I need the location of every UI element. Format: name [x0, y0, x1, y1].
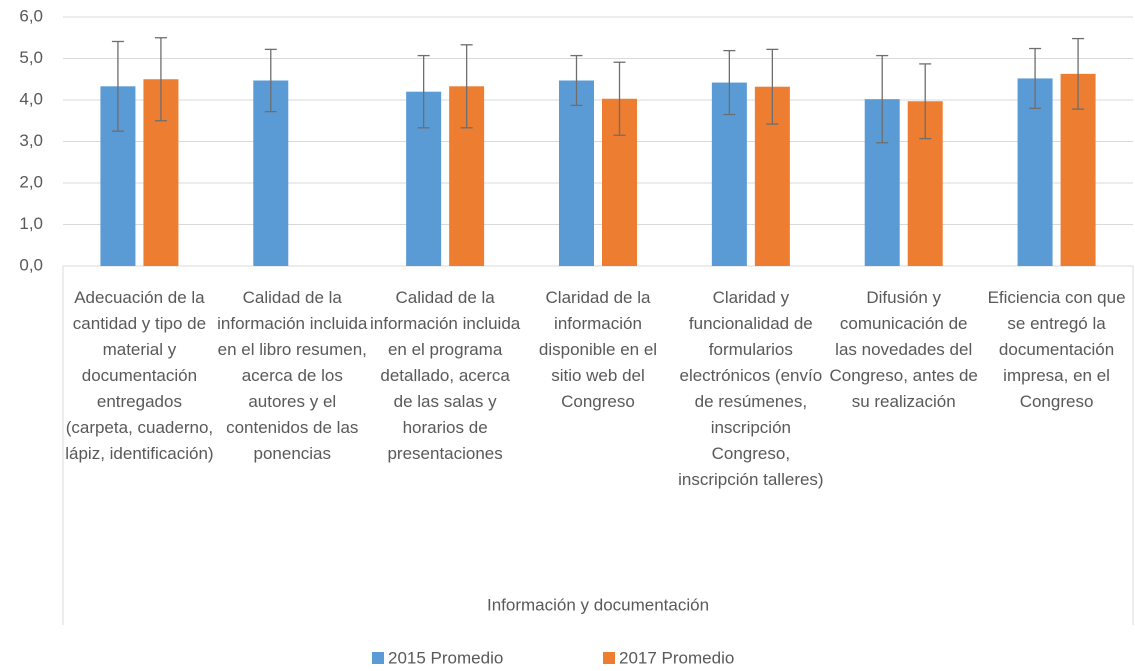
legend-label: 2017 Promedio: [619, 648, 734, 667]
legend-label: 2015 Promedio: [388, 648, 503, 667]
error-bar: [111, 40, 124, 132]
x-tick-label: Difusión y comunicación de las novedades…: [829, 288, 978, 411]
error-bar: [264, 48, 277, 113]
x-tick-label: Adecuación de la cantidad y tipo de mate…: [65, 288, 214, 463]
error-bar: [919, 63, 932, 140]
bar: [559, 80, 594, 267]
error-bar: [460, 44, 473, 129]
bar: [1017, 78, 1053, 266]
legend-swatch: [603, 652, 615, 664]
y-tick-label: 1,0: [19, 214, 43, 233]
error-bar: [876, 54, 889, 144]
legend-swatch: [372, 652, 384, 664]
y-tick-label: 3,0: [19, 131, 43, 150]
x-tick-label: Calidad de la información incluida en el…: [217, 288, 368, 463]
group-label: Información y documentación: [487, 595, 709, 614]
error-bar: [766, 48, 779, 125]
error-bar: [1072, 37, 1085, 110]
error-bar: [570, 54, 583, 107]
y-tick-label: 6,0: [19, 6, 43, 25]
x-tick-label: Eficiencia con que se entregó la documen…: [987, 288, 1126, 411]
y-tick-label: 5,0: [19, 48, 43, 67]
x-tick-label: Claridad de la información disponible en…: [538, 288, 658, 411]
x-tick-label: Claridad y funcionalidad de formularios …: [678, 288, 824, 489]
error-bar: [417, 54, 430, 129]
x-tick-label: Calidad de la información incluida en el…: [370, 288, 521, 463]
y-tick-label: 4,0: [19, 89, 43, 108]
y-tick-label: 0,0: [19, 255, 43, 274]
y-tick-label: 2,0: [19, 172, 43, 191]
error-bar: [154, 37, 167, 122]
error-bar: [723, 49, 736, 116]
error-bar: [1029, 47, 1042, 109]
error-bar: [613, 61, 626, 136]
